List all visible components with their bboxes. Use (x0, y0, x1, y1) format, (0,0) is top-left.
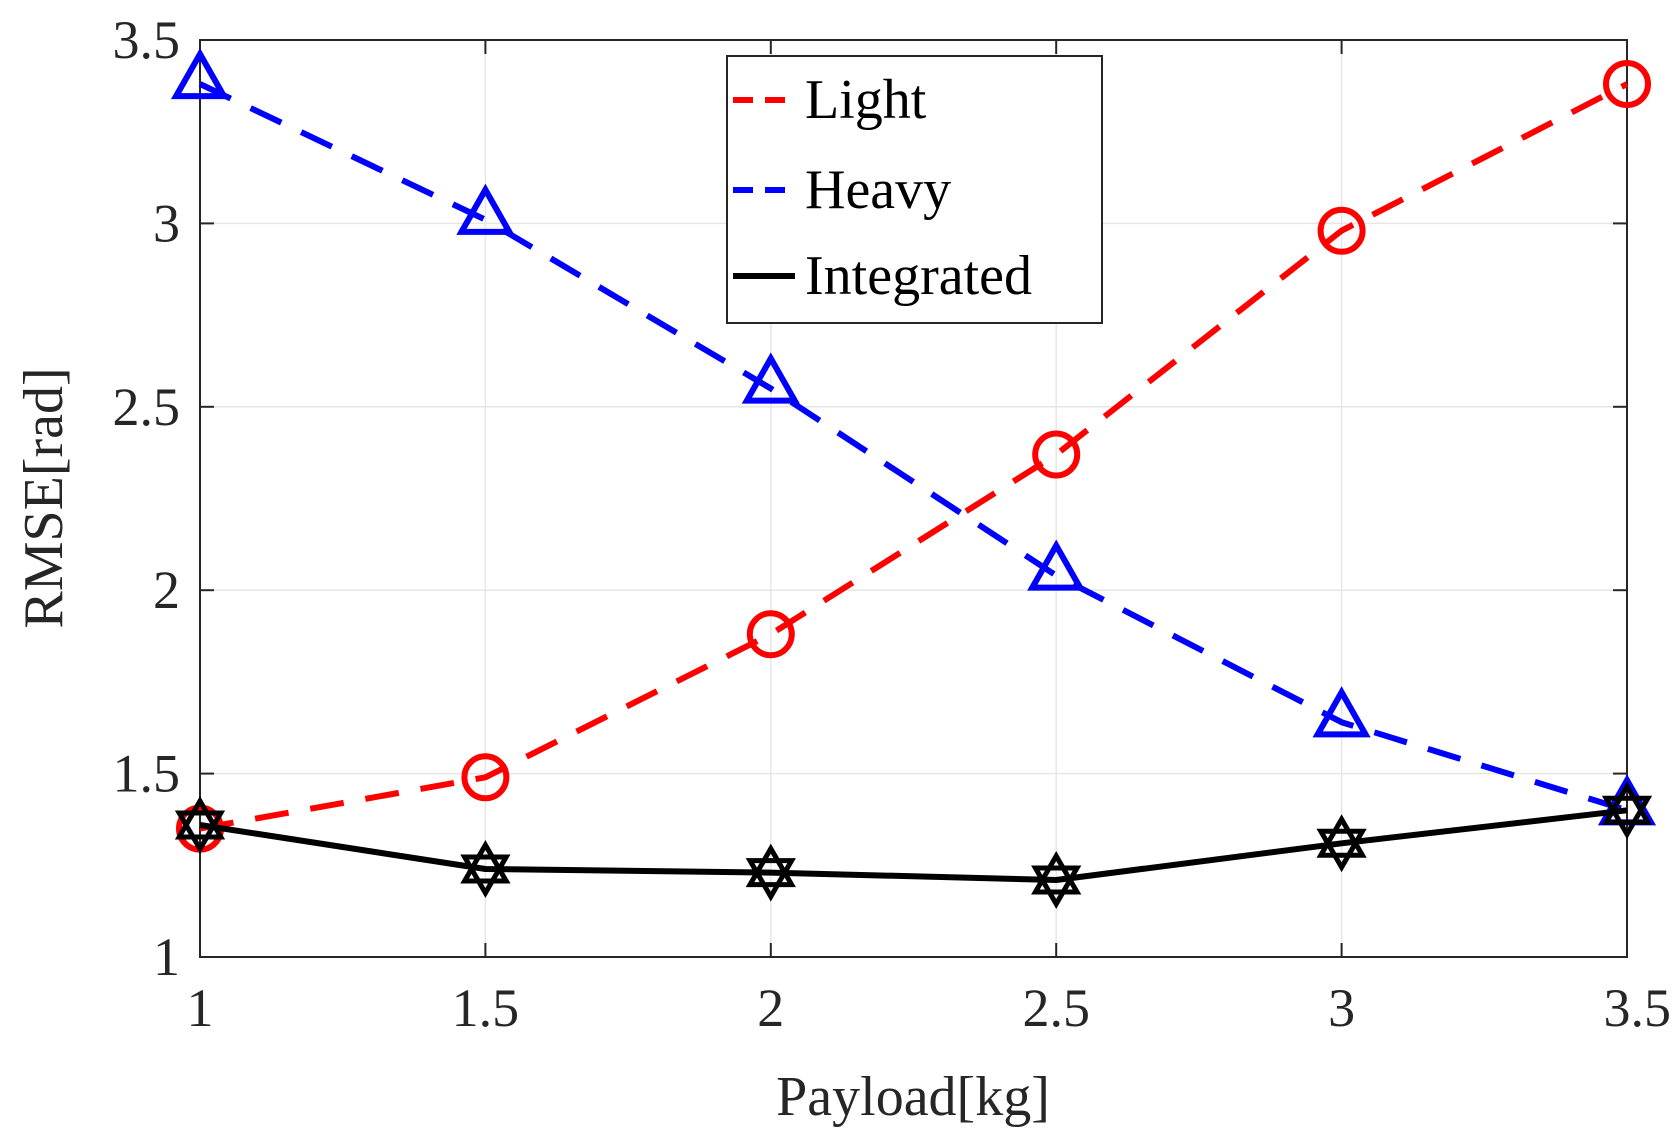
y-tick-label: 2.5 (113, 377, 181, 437)
integrated-hexagram-marker (460, 854, 511, 898)
integrated-hexagram-marker (1031, 865, 1082, 909)
x-tick-label: 3 (1328, 978, 1355, 1038)
light-circle-marker (1032, 430, 1081, 479)
series-line-integrated (199, 807, 1628, 883)
y-tick-label: 1 (153, 927, 180, 987)
integrated-hexagram-marker (174, 810, 226, 854)
x-tick-label: 2 (757, 978, 784, 1038)
x-tick-label: 1.5 (452, 978, 520, 1038)
legend-label-light: Light (805, 69, 927, 131)
x-tick-label: 3.5 (1604, 978, 1672, 1038)
heavy-triangle-marker (1027, 539, 1086, 591)
tick-labels: 1 1.5 2 2.5 3 3.5 1 1.5 2 2.5 3 3.5 (113, 10, 1672, 1038)
x-tick-label: 2.5 (1022, 978, 1090, 1038)
light-circle-marker (461, 753, 510, 802)
y-tick-label: 3.5 (113, 10, 181, 70)
integrated-hexagram-marker (1601, 795, 1653, 840)
series-line-heavy (198, 81, 1628, 814)
axes-ticks (199, 39, 1628, 958)
series-integrated (174, 781, 1653, 909)
heavy-triangle-marker (741, 352, 800, 404)
x-tick-label: 1 (187, 978, 214, 1038)
x-axis-label: Payload[kg] (776, 1066, 1050, 1128)
series-line-light (199, 81, 1629, 832)
series-layer (170, 47, 1657, 909)
legend: Light Heavy Integrated (726, 55, 1103, 324)
legend-label-heavy: Heavy (805, 159, 951, 221)
integrated-hexagram-marker (174, 796, 226, 840)
series-heavy (170, 47, 1657, 826)
integrated-hexagram-marker (460, 840, 511, 884)
light-circle-marker (1603, 60, 1651, 109)
plot-frame (199, 39, 1628, 958)
light-circle-marker (1317, 206, 1366, 255)
integrated-hexagram-marker (1031, 851, 1082, 895)
y-tick-label: 2 (153, 560, 180, 620)
y-tick-label: 1.5 (113, 744, 181, 804)
integrated-hexagram-marker (1601, 781, 1653, 825)
integrated-hexagram-marker (745, 843, 796, 888)
y-tick-label: 3 (153, 193, 180, 253)
legend-label-integrated: Integrated (805, 245, 1032, 307)
heavy-triangle-marker (170, 47, 230, 100)
integrated-hexagram-marker (1316, 814, 1367, 858)
heavy-triangle-marker (456, 183, 515, 235)
heavy-triangle-marker (1312, 686, 1371, 738)
integrated-hexagram-marker (745, 858, 796, 902)
y-axis-label: RMSE[rad] (13, 367, 75, 628)
series-light (176, 60, 1651, 853)
integrated-hexagram-marker (1316, 828, 1367, 873)
light-circle-marker (746, 610, 795, 659)
